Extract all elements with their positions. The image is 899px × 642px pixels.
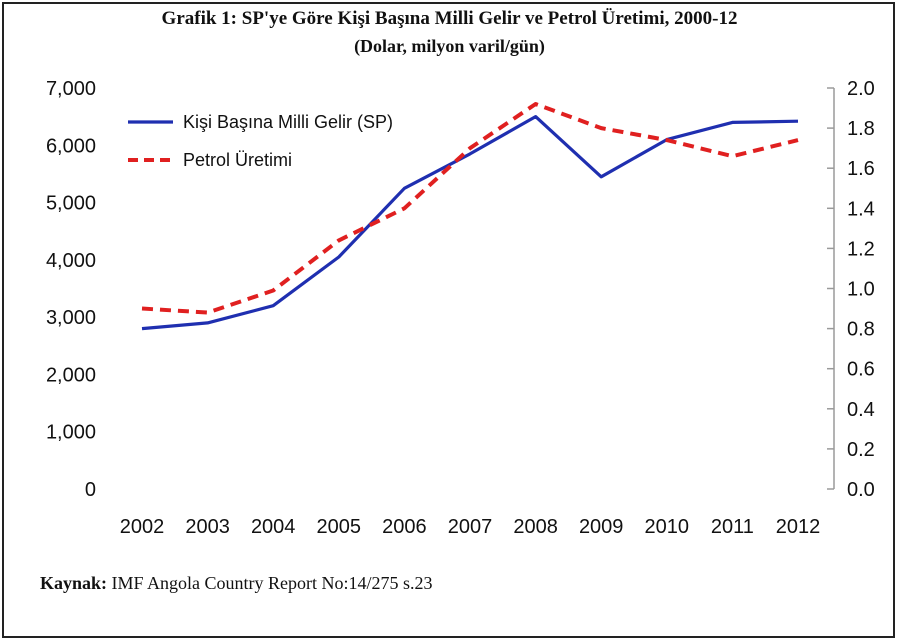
- series-lines: [141, 102, 799, 331]
- right-y-tick-label: 1.0: [847, 279, 875, 301]
- right-y-tick-label: 0.4: [847, 399, 875, 421]
- right-y-tick-label: 1.8: [847, 118, 875, 140]
- left-y-tick-label: 7,000: [46, 78, 96, 100]
- x-axis: 2002 2003 2004 2005 2006 2007 2008 2009 2010 2011…: [120, 516, 821, 538]
- x-tick-label: 2005: [317, 516, 362, 538]
- right-y-tick-label: 0.0: [847, 479, 875, 501]
- right-y-tick-label: 0.8: [847, 319, 875, 341]
- left-y-tick-label: 0: [85, 479, 96, 501]
- chart-subtitle: (Dolar, milyon varil/gün): [354, 36, 545, 56]
- x-tick-label: 2004: [251, 516, 296, 538]
- right-y-axis: 0.0 0.2 0.4 0.6 0.8 1.0 1.2 1.4 1.6 1.8 2.0: [827, 78, 875, 501]
- left-y-tick-label: 3,000: [46, 307, 96, 329]
- right-y-tick-label: 2.0: [847, 78, 875, 100]
- legend: Kişi Başına Milli Gelir (SP) Petrol Üreti…: [128, 112, 393, 170]
- x-tick-label: 2010: [645, 516, 690, 538]
- x-tick-label: 2007: [448, 516, 493, 538]
- right-y-tick-label: 1.4: [847, 198, 875, 220]
- x-tick-label: 2003: [185, 516, 230, 538]
- chart-title: Grafik 1: SP'ye Göre Kişi Başına Milli G…: [161, 8, 738, 29]
- left-y-tick-label: 5,000: [46, 193, 96, 215]
- left-y-tick-label: 1,000: [46, 422, 96, 444]
- left-y-tick-label: 2,000: [46, 364, 96, 386]
- right-y-tick-label: 1.2: [847, 238, 875, 260]
- left-y-tick-label: 6,000: [46, 135, 96, 157]
- per-capita-income-line: [141, 114, 799, 331]
- source-note: Kaynak: IMF Angola Country Report No:14/…: [40, 573, 433, 594]
- left-y-axis: 0 1,000 2,000 3,000 4,000 5,000 6,000 7,000: [46, 78, 96, 501]
- petrol-production-line: [141, 102, 799, 315]
- left-y-tick-label: 4,000: [46, 250, 96, 272]
- legend-label: Petrol Üretimi: [183, 150, 292, 170]
- right-y-tick-label: 0.6: [847, 359, 875, 381]
- source-label: Kaynak:: [40, 573, 108, 593]
- right-y-tick-label: 1.6: [847, 158, 875, 180]
- x-tick-label: 2006: [382, 516, 427, 538]
- legend-label: Kişi Başına Milli Gelir (SP): [183, 112, 393, 132]
- x-tick-label: 2011: [711, 516, 754, 538]
- x-tick-label: 2008: [513, 516, 558, 538]
- source-text: IMF Angola Country Report No:14/275 s.23: [107, 573, 433, 593]
- x-tick-label: 2009: [579, 516, 624, 538]
- right-y-tick-label: 0.2: [847, 439, 875, 461]
- x-tick-label: 2012: [776, 516, 821, 538]
- x-tick-label: 2002: [120, 516, 165, 538]
